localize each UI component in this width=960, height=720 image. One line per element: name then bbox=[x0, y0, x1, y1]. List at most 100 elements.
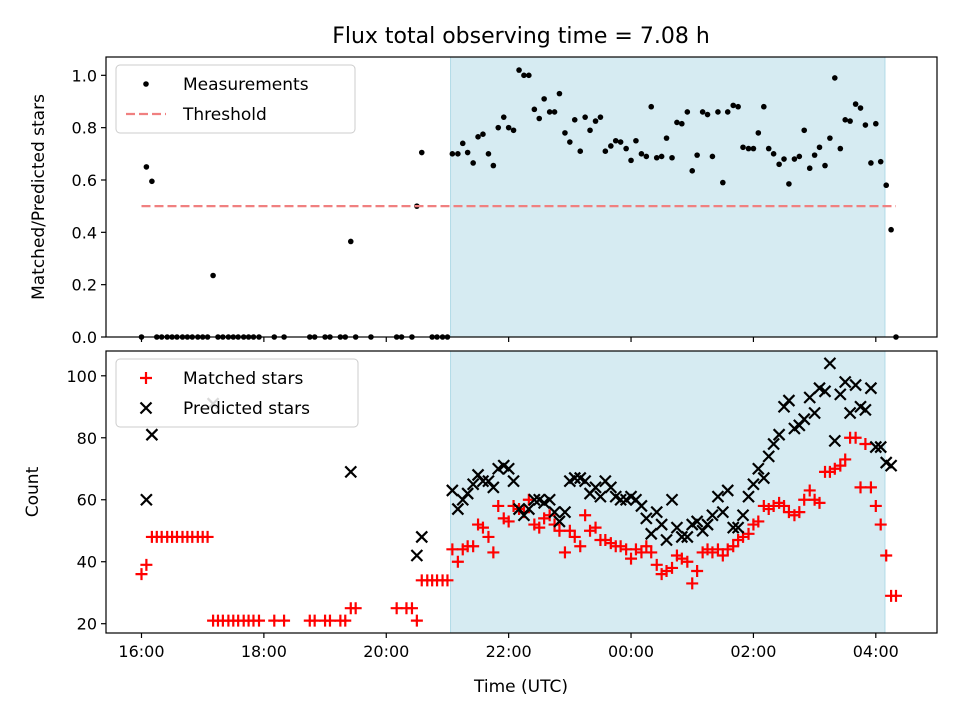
data-point bbox=[558, 546, 571, 559]
data-point bbox=[663, 135, 670, 141]
data-point bbox=[589, 481, 602, 494]
data-point bbox=[823, 357, 837, 370]
data-point bbox=[806, 165, 813, 172]
data-point bbox=[778, 499, 791, 512]
data-point bbox=[541, 96, 547, 102]
data-point bbox=[548, 505, 561, 519]
data-point bbox=[711, 490, 725, 503]
data-point bbox=[640, 512, 653, 525]
data-point bbox=[755, 130, 762, 136]
data-point bbox=[874, 518, 887, 531]
data-point bbox=[143, 164, 150, 170]
data-point bbox=[145, 428, 159, 441]
data-point bbox=[449, 151, 456, 157]
data-point bbox=[480, 131, 486, 137]
data-point bbox=[803, 484, 816, 497]
data-point bbox=[612, 137, 619, 144]
data-point bbox=[798, 493, 811, 506]
data-point bbox=[731, 521, 745, 534]
data-point bbox=[510, 127, 517, 134]
data-point bbox=[681, 555, 694, 568]
y-tick-label: 0.0 bbox=[72, 328, 97, 347]
data-point bbox=[811, 152, 818, 158]
data-point bbox=[689, 168, 696, 174]
data-point bbox=[553, 515, 566, 528]
data-point bbox=[877, 158, 884, 165]
data-point bbox=[638, 151, 645, 157]
data-point bbox=[578, 474, 592, 488]
series-predicted-stars bbox=[140, 357, 898, 562]
data-point bbox=[864, 381, 878, 395]
data-point bbox=[720, 179, 726, 186]
data-point bbox=[140, 558, 153, 571]
data-point bbox=[864, 481, 877, 494]
data-point bbox=[797, 412, 811, 426]
data-point bbox=[859, 403, 872, 417]
data-point bbox=[884, 459, 898, 472]
data-point bbox=[828, 434, 842, 448]
data-point bbox=[495, 124, 502, 131]
data-point bbox=[526, 72, 532, 79]
data-point bbox=[405, 602, 418, 615]
data-point bbox=[706, 508, 719, 522]
data-point bbox=[582, 114, 588, 120]
data-point bbox=[464, 149, 471, 156]
data-point bbox=[874, 440, 887, 454]
data-point bbox=[633, 137, 639, 144]
data-point bbox=[776, 161, 782, 168]
data-point bbox=[793, 506, 806, 519]
data-point bbox=[543, 509, 556, 522]
data-point bbox=[849, 378, 862, 392]
data-point bbox=[487, 481, 500, 494]
data-point bbox=[873, 120, 879, 127]
data-point bbox=[410, 549, 424, 562]
y-tick-label: 0.8 bbox=[72, 119, 97, 138]
data-point bbox=[730, 102, 737, 109]
data-point bbox=[745, 145, 752, 152]
y-tick-label: 0.6 bbox=[72, 171, 97, 190]
data-point bbox=[862, 122, 869, 128]
data-point bbox=[623, 145, 629, 152]
data-point bbox=[339, 614, 352, 627]
data-point bbox=[701, 518, 714, 531]
data-point bbox=[699, 109, 706, 115]
data-point bbox=[715, 109, 721, 115]
legend-label: Predicted stars bbox=[183, 399, 310, 419]
y-tick-label: 60 bbox=[77, 491, 97, 510]
data-point bbox=[533, 521, 546, 534]
data-point bbox=[505, 124, 512, 131]
data-point bbox=[568, 530, 581, 543]
data-point bbox=[349, 602, 362, 615]
data-point bbox=[665, 493, 679, 507]
y-axis-label: Matched/Predicted stars bbox=[29, 94, 49, 300]
data-point bbox=[614, 493, 627, 507]
data-point bbox=[679, 120, 685, 127]
legend: Measurements Threshold bbox=[115, 64, 356, 134]
data-point bbox=[562, 130, 568, 136]
data-point bbox=[827, 135, 833, 141]
legend-marker bbox=[143, 81, 149, 87]
data-point bbox=[579, 509, 592, 522]
data-point bbox=[816, 144, 823, 151]
data-point bbox=[772, 428, 786, 441]
data-point bbox=[669, 154, 675, 161]
data-point bbox=[684, 109, 691, 115]
axes-frame bbox=[105, 56, 938, 338]
data-point bbox=[721, 484, 734, 497]
data-point bbox=[347, 238, 354, 245]
data-point bbox=[608, 143, 614, 149]
data-point bbox=[726, 521, 740, 534]
data-point bbox=[750, 145, 757, 152]
data-point bbox=[670, 521, 684, 534]
data-point bbox=[500, 114, 507, 120]
data-point bbox=[704, 111, 711, 118]
data-point bbox=[681, 530, 694, 544]
data-point bbox=[781, 156, 787, 162]
data-point bbox=[490, 162, 497, 169]
legend: Matched stars Predicted stars bbox=[115, 358, 359, 428]
data-point bbox=[675, 530, 689, 544]
y-tick-label: 0.4 bbox=[72, 223, 97, 242]
y-tick-label: 0.2 bbox=[72, 276, 97, 295]
data-point bbox=[716, 505, 730, 519]
